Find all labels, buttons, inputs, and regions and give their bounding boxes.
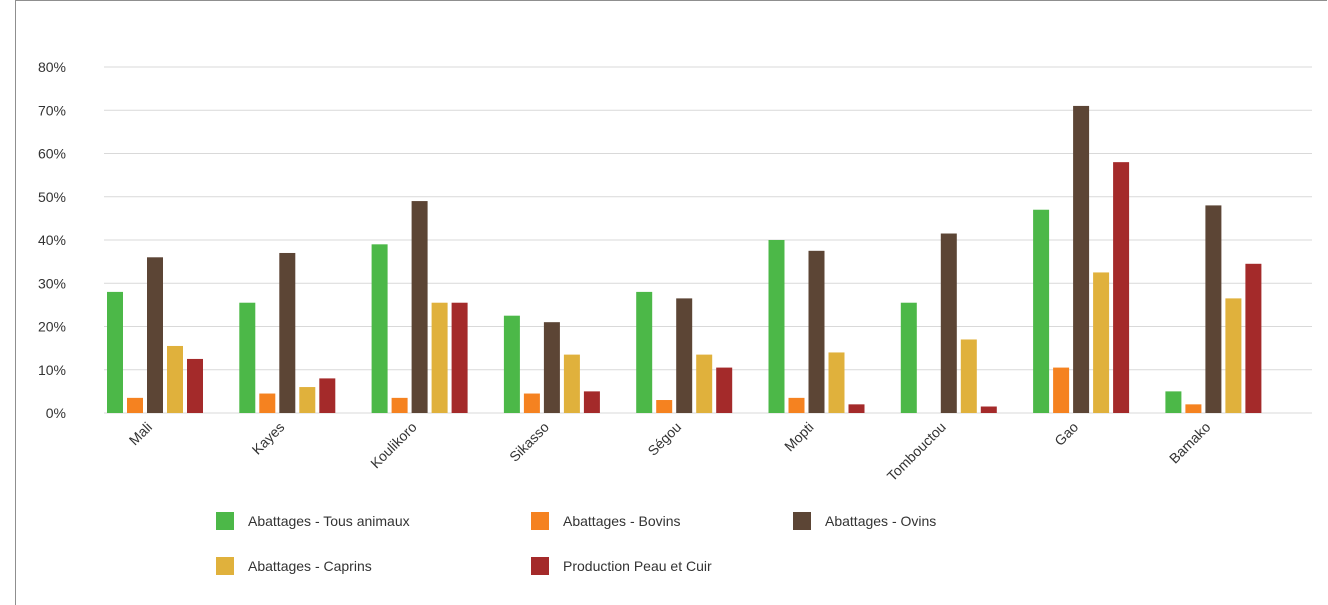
y-tick-label: 10% bbox=[38, 362, 66, 378]
bar bbox=[523, 393, 540, 413]
legend-item[interactable]: Abattages - Caprins bbox=[216, 557, 372, 575]
bar bbox=[107, 291, 123, 413]
bar bbox=[788, 397, 805, 413]
bar bbox=[940, 233, 957, 413]
bar bbox=[583, 391, 600, 413]
bar bbox=[563, 354, 580, 413]
legend-label: Abattages - Caprins bbox=[248, 558, 372, 574]
bar bbox=[1033, 209, 1050, 413]
legend-label: Abattages - Bovins bbox=[563, 513, 681, 529]
bar bbox=[371, 244, 388, 413]
x-tick-label: Gao bbox=[1051, 419, 1081, 449]
x-tick-label: Koulikoro bbox=[367, 419, 420, 472]
bars bbox=[107, 105, 1262, 414]
bar bbox=[239, 302, 256, 413]
bar bbox=[1073, 105, 1090, 414]
x-tick-label: Tombouctou bbox=[884, 419, 949, 484]
bar bbox=[980, 406, 997, 413]
x-tick-label: Mopti bbox=[781, 419, 817, 455]
x-tick-label: Ségou bbox=[644, 419, 684, 459]
y-tick-label: 40% bbox=[38, 232, 66, 248]
x-axis: Mali Kayes Koulikoro Sikasso Ségou Mopti Tombo… bbox=[126, 419, 1214, 484]
bar bbox=[676, 298, 693, 413]
legend-item[interactable]: Abattages - Bovins bbox=[531, 512, 681, 530]
bar bbox=[1093, 272, 1110, 413]
bar bbox=[1113, 162, 1130, 413]
bar bbox=[828, 352, 845, 413]
bar bbox=[299, 387, 316, 413]
x-tick-label: Mali bbox=[126, 419, 155, 448]
bar bbox=[808, 250, 825, 413]
legend-label: Abattages - Ovins bbox=[825, 513, 936, 529]
bar bbox=[319, 378, 336, 413]
bar bbox=[900, 302, 917, 413]
y-tick-label: 30% bbox=[38, 275, 66, 291]
y-tick-label: 20% bbox=[38, 319, 66, 335]
bar bbox=[656, 400, 673, 413]
bar bbox=[431, 302, 448, 413]
bar bbox=[147, 257, 163, 413]
bar bbox=[1165, 391, 1182, 413]
y-tick-label: 50% bbox=[38, 189, 66, 205]
bar bbox=[279, 252, 296, 413]
bar bbox=[503, 315, 520, 413]
legend-swatch bbox=[216, 557, 234, 575]
x-tick-label: Bamako bbox=[1166, 419, 1214, 467]
legend-label: Abattages - Tous animaux bbox=[248, 513, 410, 529]
legend-swatch bbox=[793, 512, 811, 530]
legend-swatch bbox=[531, 512, 549, 530]
bar bbox=[848, 404, 865, 413]
x-tick-label: Sikasso bbox=[506, 419, 552, 465]
bar bbox=[636, 291, 653, 413]
legend-item[interactable]: Abattages - Tous animaux bbox=[216, 512, 410, 530]
legend-swatch bbox=[531, 557, 549, 575]
bar bbox=[696, 354, 713, 413]
y-axis: 0% 10% 20% 30% 40% 50% 60% 70% 80% bbox=[38, 59, 66, 421]
bar bbox=[1205, 205, 1222, 413]
bar bbox=[768, 240, 785, 413]
legend: Abattages - Tous animaux Abattages - Bovi… bbox=[216, 512, 936, 575]
bar bbox=[1053, 367, 1070, 413]
bar bbox=[1225, 298, 1242, 413]
legend-label: Production Peau et Cuir bbox=[563, 558, 712, 574]
bar bbox=[716, 367, 733, 413]
bar bbox=[259, 393, 276, 413]
legend-item[interactable]: Abattages - Ovins bbox=[793, 512, 936, 530]
y-tick-label: 0% bbox=[46, 405, 66, 421]
bar bbox=[543, 322, 560, 413]
y-tick-label: 70% bbox=[38, 102, 66, 118]
bar bbox=[1185, 404, 1202, 413]
legend-swatch bbox=[216, 512, 234, 530]
x-tick-label: Kayes bbox=[249, 419, 288, 458]
bar bbox=[187, 358, 203, 413]
legend-item[interactable]: Production Peau et Cuir bbox=[531, 557, 712, 575]
bar bbox=[127, 397, 143, 413]
y-tick-label: 80% bbox=[38, 59, 66, 75]
bar bbox=[391, 397, 408, 413]
bar bbox=[1245, 263, 1262, 413]
y-tick-label: 60% bbox=[38, 146, 66, 162]
bar bbox=[960, 339, 977, 413]
bar bbox=[451, 302, 468, 413]
bar bbox=[411, 201, 428, 413]
bar bbox=[167, 345, 183, 413]
